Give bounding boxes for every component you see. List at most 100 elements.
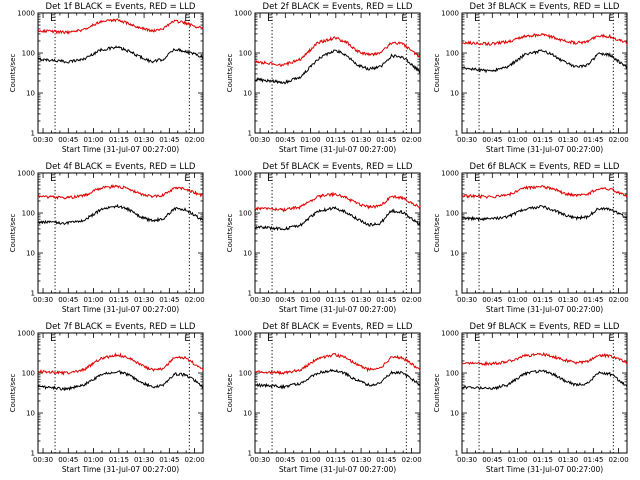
panel-title: Det 2f BLACK = Events, RED = LLD	[263, 2, 413, 12]
x-axis-label: Start Time (31-Jul-07 00:27:00)	[279, 145, 396, 154]
y-tick-label: 10	[243, 410, 252, 418]
y-tick-label: 100	[22, 370, 35, 378]
x-tick-label: 00:45	[482, 456, 502, 464]
x-tick-label: 01:30	[134, 456, 154, 464]
x-tick-label: 02:00	[608, 136, 628, 144]
detector-panel-6: Det 6f BLACK = Events, RED = LLD Counts/s…	[433, 162, 629, 314]
y-axis-label: Counts/sec	[433, 214, 441, 253]
y-tick-label: 100	[446, 370, 459, 378]
y-tick-label: 10	[26, 410, 35, 418]
y-tick-label: 1	[248, 290, 252, 298]
series-events	[38, 45, 204, 64]
x-tick-label: 01:30	[351, 136, 371, 144]
event-marker-label: E	[267, 14, 273, 24]
y-tick-label: 1	[248, 130, 252, 138]
x-tick-label: 02:00	[184, 456, 204, 464]
event-marker-label: E	[474, 174, 480, 184]
panel-title: Det 9f BLACK = Events, RED = LLD	[470, 322, 620, 332]
x-tick-label: 00:45	[58, 296, 78, 304]
event-marker-label: E	[50, 14, 56, 24]
y-tick-label: 1000	[441, 330, 459, 338]
y-tick-label: 100	[239, 210, 252, 218]
detector-panel-3: Det 3f BLACK = Events, RED = LLD Counts/s…	[433, 2, 629, 154]
x-tick-label: 00:30	[250, 296, 270, 304]
detector-panel-8: Det 8f BLACK = Events, RED = LLD Counts/s…	[226, 322, 422, 474]
y-tick-label: 10	[450, 410, 459, 418]
panel-title: Det 8f BLACK = Events, RED = LLD	[263, 322, 413, 332]
x-tick-label: 01:30	[134, 136, 154, 144]
y-tick-label: 1	[31, 290, 35, 298]
event-marker-label: E	[474, 334, 480, 344]
event-marker-label: E	[401, 174, 407, 184]
y-tick-label: 10	[450, 250, 459, 258]
x-tick-label: 02:00	[184, 296, 204, 304]
y-tick-label: 1000	[234, 10, 252, 18]
x-axis-label: Start Time (31-Jul-07 00:27:00)	[62, 145, 179, 154]
x-tick-label: 00:45	[482, 296, 502, 304]
x-tick-label: 01:45	[159, 296, 179, 304]
y-tick-label: 100	[239, 370, 252, 378]
series-lld	[461, 33, 628, 47]
plot-frame	[461, 172, 628, 294]
x-tick-label: 00:30	[250, 136, 270, 144]
y-tick-label: 100	[22, 50, 35, 58]
y-tick-label: 1	[31, 130, 35, 138]
event-marker-label: E	[401, 334, 407, 344]
x-tick-label: 01:45	[583, 456, 603, 464]
panel-title: Det 3f BLACK = Events, RED = LLD	[470, 2, 620, 12]
x-tick-label: 00:30	[457, 136, 477, 144]
series-lld	[37, 352, 204, 376]
x-tick-label: 02:00	[608, 296, 628, 304]
series-events	[254, 368, 421, 390]
plot-frame	[254, 172, 421, 294]
y-tick-label: 1	[248, 450, 252, 458]
x-tick-label: 01:30	[558, 456, 578, 464]
x-axis-label: Start Time (31-Jul-07 00:27:00)	[62, 465, 179, 474]
panel-title: Det 6f BLACK = Events, RED = LLD	[470, 162, 620, 172]
series-lld	[37, 18, 204, 35]
x-tick-label: 01:45	[159, 456, 179, 464]
y-axis-label: Counts/sec	[433, 54, 441, 93]
panel-title: Det 4f BLACK = Events, RED = LLD	[46, 162, 196, 172]
x-tick-label: 01:15	[109, 296, 129, 304]
y-axis-label: Counts/sec	[9, 214, 17, 253]
x-tick-label: 01:15	[326, 296, 346, 304]
x-tick-label: 01:15	[533, 456, 553, 464]
event-marker-label: E	[184, 334, 190, 344]
y-axis-label: Counts/sec	[226, 54, 234, 93]
series-events	[461, 369, 628, 391]
x-tick-label: 01:30	[134, 296, 154, 304]
y-axis-label: Counts/sec	[9, 54, 17, 93]
detector-panel-9: Det 9f BLACK = Events, RED = LLD Counts/s…	[433, 322, 629, 474]
series-lld	[37, 183, 204, 200]
y-tick-label: 1000	[441, 10, 459, 18]
x-tick-label: 00:45	[482, 136, 502, 144]
x-tick-label: 01:00	[507, 296, 527, 304]
x-tick-label: 01:00	[83, 296, 103, 304]
series-lld	[254, 36, 421, 67]
x-tick-label: 02:00	[401, 296, 421, 304]
x-axis-label: Start Time (31-Jul-07 00:27:00)	[279, 305, 396, 314]
x-tick-label: 01:45	[376, 296, 396, 304]
panel-title: Det 7f BLACK = Events, RED = LLD	[46, 322, 196, 332]
x-tick-label: 01:00	[300, 296, 320, 304]
y-tick-label: 1	[455, 450, 459, 458]
y-tick-label: 100	[239, 50, 252, 58]
x-tick-label: 00:45	[58, 136, 78, 144]
x-tick-label: 01:15	[533, 136, 553, 144]
y-tick-label: 1000	[234, 170, 252, 178]
x-tick-label: 01:00	[300, 456, 320, 464]
y-tick-label: 100	[446, 210, 459, 218]
series-events	[254, 205, 421, 232]
panel-title: Det 5f BLACK = Events, RED = LLD	[263, 162, 413, 172]
plot-frame	[37, 332, 204, 454]
y-tick-label: 100	[446, 50, 459, 58]
event-marker-label: E	[184, 14, 190, 24]
x-axis-label: Start Time (31-Jul-07 00:27:00)	[486, 305, 603, 314]
x-tick-label: 01:15	[326, 136, 346, 144]
series-events	[37, 370, 204, 392]
y-tick-label: 10	[26, 250, 35, 258]
x-tick-label: 02:00	[184, 136, 204, 144]
x-tick-label: 02:00	[401, 456, 421, 464]
x-tick-label: 00:30	[250, 456, 270, 464]
